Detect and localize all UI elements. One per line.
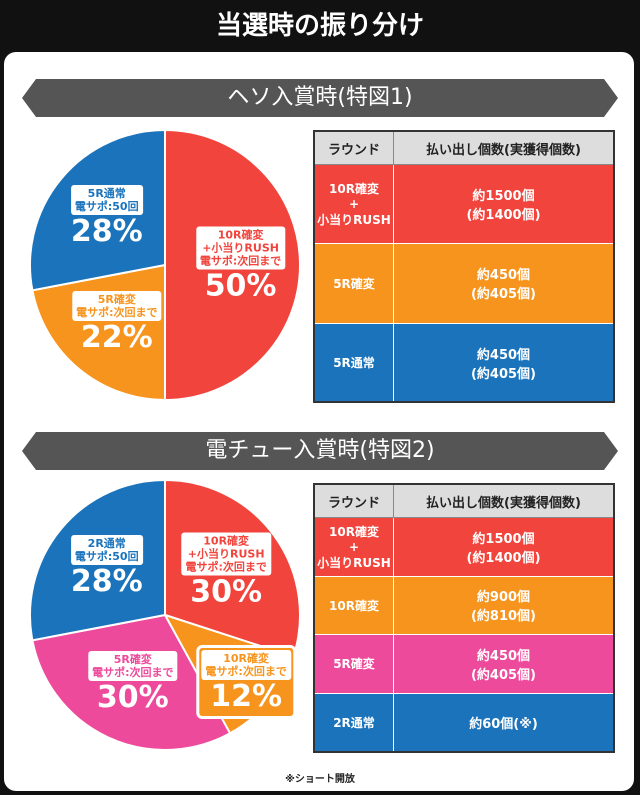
slice-category: 5R確変 電サポ:次回まで <box>88 651 178 682</box>
table-cell: 2R通常 <box>313 692 394 752</box>
table-row: 5R通常 約450個 (約405個) <box>313 322 615 403</box>
slice-label: 10R確変 +小当りRUSH 電サポ:次回まで 50% <box>195 226 286 304</box>
header-row: ラウンド 払い出し個数(実獲得個数) <box>313 130 615 165</box>
table-cell: 約1500個 (約1400個) <box>393 163 615 245</box>
slice-category: 5R確変 電サポ:次回まで <box>72 291 162 322</box>
slice-category: 5R通常 電サポ:50回 <box>70 184 143 215</box>
payout-table: ラウンド 払い出し個数(実獲得個数) 10R確変 + 小当りRUSH 約1500個 (… <box>313 483 615 753</box>
slice-value: 28% <box>70 213 143 249</box>
slice-value: 12% <box>210 679 283 715</box>
slice-label: 10R確変 電サポ:次回まで 12% <box>196 645 296 720</box>
table-row: 5R確変 約450個 (約405個) <box>313 243 615 324</box>
slice-category: 10R確変 電サポ:次回まで <box>201 650 291 681</box>
slice-label: 5R確変 電サポ:次回まで 22% <box>72 291 162 356</box>
footnote: ※ショート開放 <box>285 774 355 785</box>
slice-label: 5R通常 電サポ:50回 28% <box>70 184 143 249</box>
table-cell: 5R確変 <box>313 634 394 694</box>
table-row: 2R通常 約60個(※) <box>313 692 615 752</box>
table-cell: 5R通常 <box>313 322 394 403</box>
header-row: ラウンド 払い出し個数(実獲得個数) <box>313 483 615 518</box>
slice-label: 10R確変 +小当りRUSH 電サポ:次回まで 30% <box>181 532 271 610</box>
table-row: 5R確変 約450個 (約405個) <box>313 634 615 694</box>
table-cell: 約900個 (約810個) <box>393 575 615 635</box>
pie-slice <box>31 613 232 751</box>
slice-value: 28% <box>70 563 143 599</box>
header-cell: ラウンド <box>313 130 394 165</box>
table-row: 10R確変 約900個 (約810個) <box>313 575 615 635</box>
page-title: 当選時の振り分け <box>215 11 424 41</box>
table-cell: 10R確変 <box>313 575 394 635</box>
slice-value: 30% <box>190 574 263 610</box>
header-cell: 払い出し個数(実獲得個数) <box>393 130 615 165</box>
slice-value: 30% <box>96 680 169 716</box>
section-heading: ヘソ入賞時(特図1) <box>22 79 618 117</box>
table-cell: 約1500個 (約1400個) <box>393 517 615 577</box>
slice-label: 2R通常 電サポ:50回 28% <box>70 534 143 599</box>
slice-category: 2R通常 電サポ:50回 <box>70 534 143 565</box>
table-cell: 10R確変 + 小当りRUSH <box>313 517 394 577</box>
table-cell: 5R確変 <box>313 243 394 324</box>
table-cell: 約450個 (約405個) <box>393 243 615 324</box>
table-cell: 10R確変 + 小当りRUSH <box>313 163 394 245</box>
table-cell: 約450個 (約405個) <box>393 322 615 403</box>
slice-category: 10R確変 +小当りRUSH 電サポ:次回まで <box>195 226 286 270</box>
header-cell: ラウンド <box>313 483 394 518</box>
section-heading: 電チュー入賞時(特図2) <box>22 432 618 470</box>
table-row: 10R確変 + 小当りRUSH 約1500個 (約1400個) <box>313 517 615 577</box>
table-row: 10R確変 + 小当りRUSH 約1500個 (約1400個) <box>313 163 615 245</box>
table-cell: 約60個(※) <box>393 692 615 752</box>
header-cell: 払い出し個数(実獲得個数) <box>393 483 615 518</box>
table-cell: 約450個 (約405個) <box>393 634 615 694</box>
payout-table: ラウンド 払い出し個数(実獲得個数) 10R確変 + 小当りRUSH 約1500個 (… <box>313 130 615 404</box>
slice-value: 50% <box>204 268 277 304</box>
slice-category: 10R確変 +小当りRUSH 電サポ:次回まで <box>181 532 271 576</box>
slice-label: 5R確変 電サポ:次回まで 30% <box>88 651 178 716</box>
slice-value: 22% <box>80 320 153 356</box>
